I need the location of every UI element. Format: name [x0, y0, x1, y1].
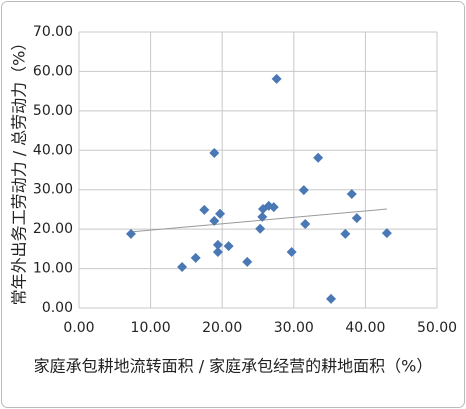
- point: [209, 148, 220, 159]
- point: [326, 293, 337, 304]
- point: [223, 241, 234, 252]
- y-tick-label: 20.00: [33, 221, 73, 237]
- x-tick-label: 50.00: [417, 320, 457, 336]
- point: [212, 247, 223, 258]
- x-tick-label: 10.00: [131, 320, 171, 336]
- point: [381, 228, 392, 239]
- point: [340, 228, 351, 239]
- point: [177, 261, 188, 272]
- x-tick-label: 30.00: [274, 320, 314, 336]
- point: [286, 247, 297, 258]
- point: [215, 208, 226, 219]
- point: [199, 204, 210, 215]
- point: [242, 256, 253, 267]
- point: [255, 223, 266, 234]
- point: [300, 219, 311, 230]
- point: [298, 185, 309, 196]
- y-tick-label: 10.00: [33, 261, 73, 277]
- y-tick-label: 0.00: [42, 300, 73, 316]
- x-tick-label: 0.00: [63, 320, 94, 336]
- point: [125, 228, 136, 239]
- x-tick-label: 40.00: [345, 320, 385, 336]
- point: [257, 211, 268, 222]
- point: [271, 73, 282, 84]
- y-tick-label: 30.00: [33, 182, 73, 198]
- point: [351, 213, 362, 224]
- trendline: [130, 208, 387, 233]
- y-tick-label: 40.00: [33, 142, 73, 158]
- point: [212, 239, 223, 250]
- x-tick-label: 20.00: [202, 320, 242, 336]
- y-tick-label: 60.00: [33, 63, 73, 79]
- point: [346, 189, 357, 200]
- point: [313, 152, 324, 163]
- y-tick-label: 50.00: [33, 103, 73, 119]
- point: [190, 252, 201, 263]
- point: [209, 215, 220, 226]
- point: [268, 202, 279, 213]
- y-tick-label: 70.00: [33, 24, 73, 40]
- x-axis-title: 家庭承包耕地流转面积 / 家庭承包经营的耕地面积（%）: [34, 357, 433, 376]
- y-axis-title: 常年外出务工劳动力 / 总劳动力（%）: [10, 35, 29, 306]
